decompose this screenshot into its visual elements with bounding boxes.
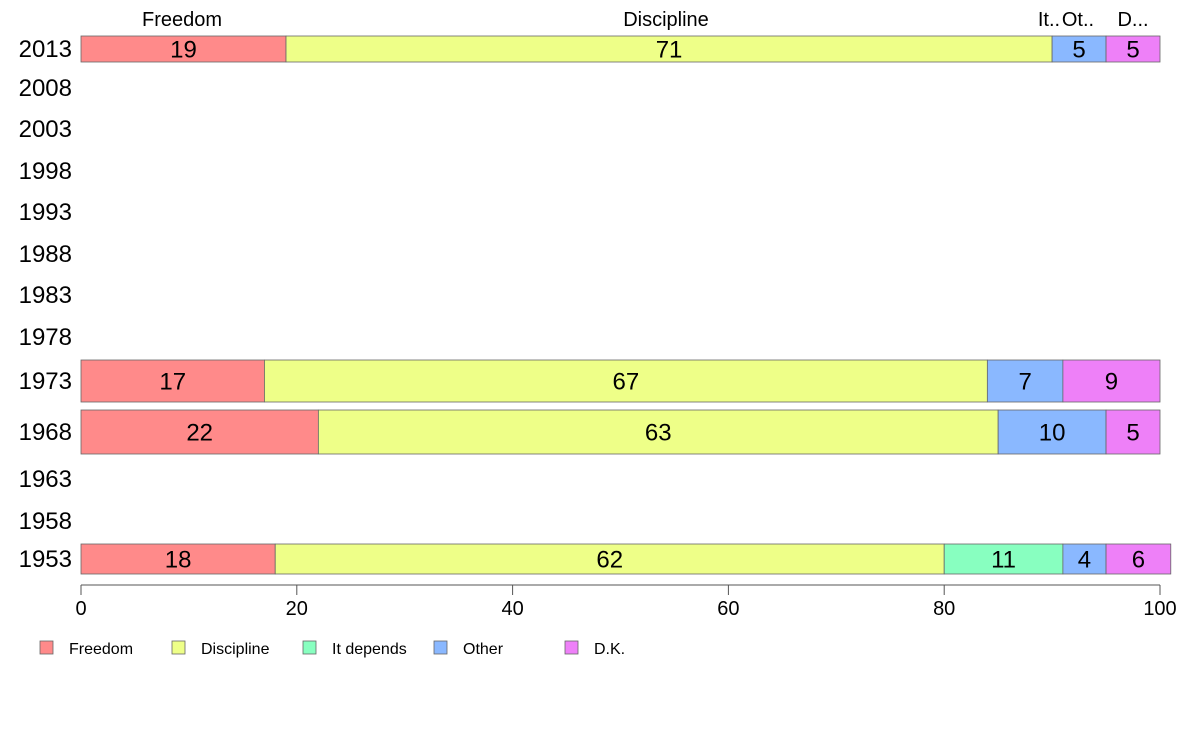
data-label-1973-freedom: 17 (159, 369, 186, 396)
year-label-1998: 1998 (19, 158, 72, 185)
bar-segment-1973-discipline (264, 359, 988, 403)
bars: 19 71 5 5 17 67 7 9 22 63 10 5 18 62 11 4 6 (80, 35, 1172, 575)
legend-label-it-depends: It depends (332, 641, 407, 658)
bar-segment-1953-freedom (80, 543, 276, 575)
bar-segment-1968-freedom (80, 409, 319, 455)
year-label-2013: 2013 (19, 36, 72, 63)
x-tick-label-60: 60 (717, 598, 739, 620)
data-label-1968-freedom: 22 (186, 420, 213, 447)
year-label-1953: 1953 (19, 546, 72, 573)
x-tick-label-40: 40 (501, 598, 523, 620)
data-label-1953-freedom: 18 (165, 547, 192, 574)
top-label-1: Discipline (623, 9, 709, 31)
data-label-1973-discipline: 67 (613, 369, 640, 396)
x-tick-label-80: 80 (933, 598, 955, 620)
year-label-1973: 1973 (19, 368, 72, 395)
data-label-2013-other: 5 (1072, 37, 1085, 64)
legend-swatch-other (433, 640, 448, 655)
bar-segment-1968-d-k- (1105, 409, 1161, 455)
data-label-2013-d-k-: 5 (1126, 37, 1139, 64)
bar-segment-2013-freedom (80, 35, 287, 63)
year-label-1983: 1983 (19, 282, 72, 309)
data-label-1953-discipline: 62 (596, 547, 623, 574)
bar-segment-1973-d-k- (1062, 359, 1161, 403)
legend-label-d-k-: D.K. (594, 641, 625, 658)
year-labels: 2013 2008 2003 1998 1993 1988 1983 1978 1973 1968… (19, 36, 72, 573)
year-label-1978: 1978 (19, 324, 72, 351)
top-label-2: It.. (1038, 9, 1060, 31)
legend-label-freedom: Freedom (69, 641, 133, 658)
data-label-2013-freedom: 19 (170, 37, 197, 64)
x-tick-label-100: 100 (1143, 598, 1176, 620)
bar-segment-1973-other (986, 359, 1064, 403)
top-label-4: D... (1117, 9, 1148, 31)
bar-segment-1973-freedom (80, 359, 265, 403)
data-label-1968-discipline: 63 (645, 420, 672, 447)
data-label-1953-it-depends: 11 (991, 547, 1016, 574)
data-label-1968-other: 10 (1039, 420, 1066, 447)
legend: Freedom Discipline It depends Other D.K. (39, 640, 625, 658)
bar-segment-1953-discipline (274, 543, 945, 575)
legend-swatch-freedom (39, 640, 54, 655)
year-label-1993: 1993 (19, 199, 72, 226)
data-label-1973-other: 7 (1018, 369, 1031, 396)
bar-segment-1953-d-k- (1105, 543, 1172, 575)
top-label-0: Freedom (142, 9, 222, 31)
x-tick-label-20: 20 (286, 598, 308, 620)
legend-swatch-it-depends (302, 640, 317, 655)
bar-segment-2013-other (1051, 35, 1107, 63)
data-label-1953-d-k-: 6 (1132, 547, 1145, 574)
top-labels: Freedom Discipline It.. Ot.. D... (142, 9, 1149, 31)
year-label-2008: 2008 (19, 75, 72, 102)
top-label-3: Ot.. (1062, 9, 1094, 31)
data-label-2013-discipline: 71 (656, 37, 683, 64)
x-axis: 0 20 40 60 80 100 (75, 584, 1177, 620)
x-tick-label-0: 0 (75, 598, 86, 620)
legend-label-other: Other (463, 641, 504, 658)
year-label-1963: 1963 (19, 466, 72, 493)
legend-swatch-discipline (171, 640, 186, 655)
year-label-2003: 2003 (19, 116, 72, 143)
legend-label-discipline: Discipline (201, 641, 270, 658)
bar-segment-2013-discipline (285, 35, 1053, 63)
year-label-1968: 1968 (19, 419, 72, 446)
data-label-1973-d-k-: 9 (1105, 369, 1118, 396)
legend-swatch-d-k- (564, 640, 579, 655)
year-label-1958: 1958 (19, 508, 72, 535)
year-label-1988: 1988 (19, 241, 72, 268)
data-label-1953-other: 4 (1078, 547, 1091, 574)
bar-segment-1953-other (1062, 543, 1107, 575)
bar-segment-1968-discipline (317, 409, 999, 455)
bar-segment-2013-d-k- (1105, 35, 1161, 63)
data-label-1968-d-k-: 5 (1126, 420, 1139, 447)
